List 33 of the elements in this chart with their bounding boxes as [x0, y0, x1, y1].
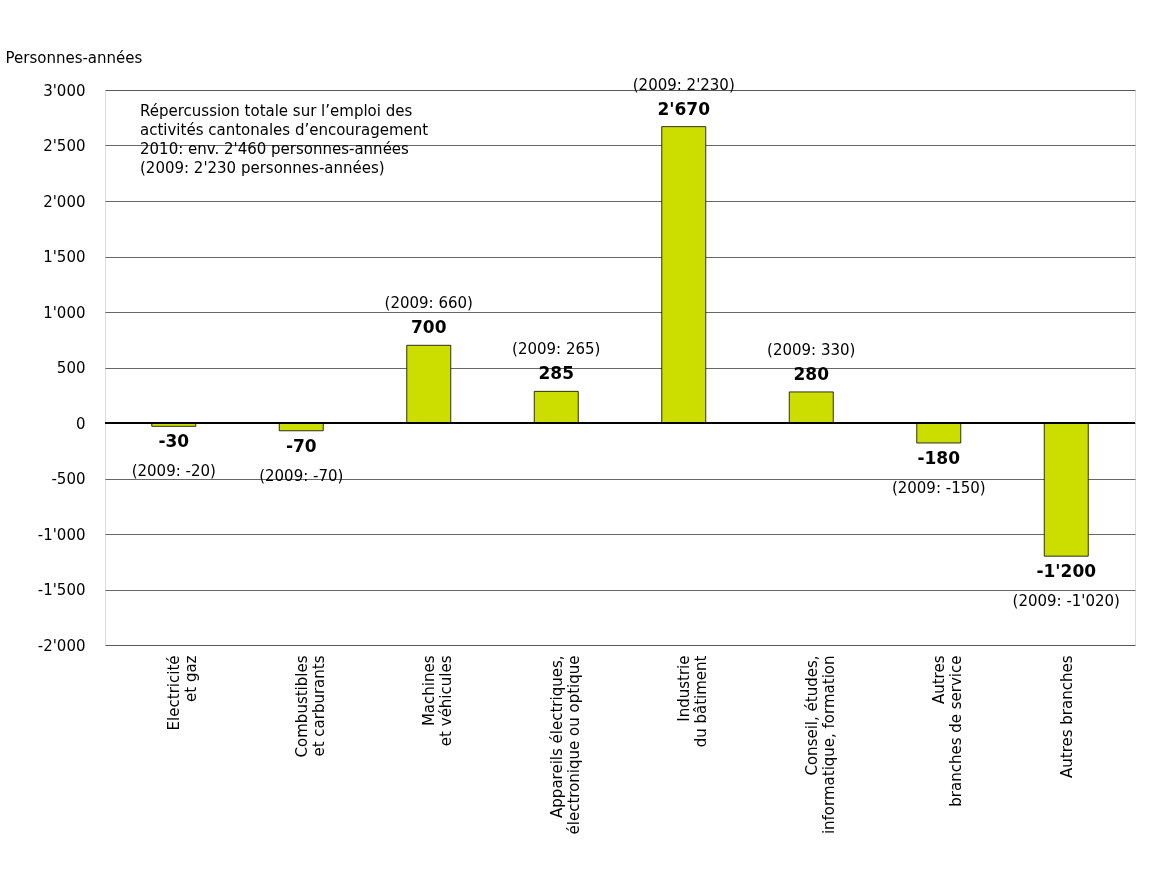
- data-label: -70: [285, 435, 317, 456]
- data-label: -180: [917, 447, 961, 468]
- annotation: (2009: 265): [512, 340, 601, 359]
- data-label: 700: [411, 317, 447, 338]
- annotation: Répercussion totale sur l’emploi des activités cantonales d’encouragement 2010: env. 2'460 personnes-années (2009: 2'230 personnes-années): [140, 102, 429, 177]
- y-tick-label: -1'000: [37, 525, 86, 544]
- y-tick-label: 500: [56, 359, 86, 377]
- y-tick-label: -2'000: [37, 636, 86, 655]
- annotation: (2009: -20): [131, 462, 216, 481]
- annotation: (2009: -1'020): [1012, 592, 1120, 611]
- annotation: (2009: 2'230): [632, 75, 735, 94]
- x-tick-label: Autres branches: [1057, 655, 1076, 778]
- y-tick-label: -1'500: [37, 581, 86, 599]
- y-tick-label: -500: [51, 470, 86, 488]
- annotation: (2009: 330): [767, 340, 856, 359]
- x-tick-label: Machines et véhicules: [420, 655, 456, 747]
- data-label: 2'670: [657, 98, 711, 119]
- data-label: 280: [793, 363, 830, 384]
- x-tick-label: Combustibles et carburants: [292, 655, 328, 758]
- data-label: 285: [538, 363, 574, 384]
- annotation: (2009: -150): [891, 478, 986, 497]
- data-label: -1'200: [1036, 561, 1097, 582]
- annotation: (2009: 660): [384, 294, 473, 313]
- x-tick-label: Industrie du bâtiment: [675, 655, 711, 748]
- x-tick-label: Electricité et gaz: [165, 655, 201, 731]
- y-tick-label: 3'000: [43, 81, 86, 100]
- y-axis-title: Personnes-années: [5, 48, 143, 67]
- y-tick-label: 2'000: [43, 192, 86, 211]
- y-tick-label: 1'500: [43, 248, 86, 266]
- data-label: -30: [158, 431, 190, 452]
- y-tick-label: 1'000: [43, 303, 86, 322]
- y-tick-label: 2'500: [43, 137, 86, 155]
- y-tick-label: 0: [75, 414, 86, 433]
